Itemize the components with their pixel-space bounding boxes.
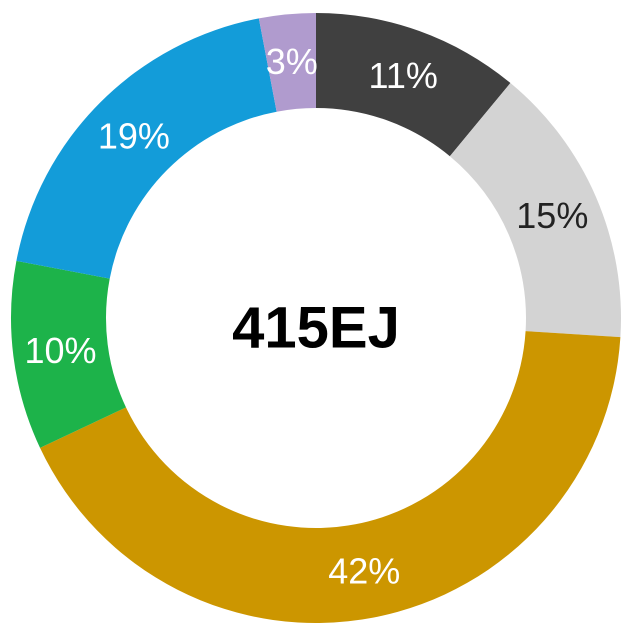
donut-segment	[40, 331, 621, 623]
data-label: 15%	[516, 195, 588, 236]
center-label: 415EJ	[232, 296, 400, 361]
donut-segment	[449, 82, 621, 338]
donut-segment	[16, 18, 277, 279]
donut-segment	[10, 260, 126, 448]
data-label: 19%	[98, 115, 170, 156]
data-label: 10%	[24, 330, 96, 371]
donut-segment	[258, 13, 316, 112]
donut-segment	[316, 13, 511, 157]
data-label: 42%	[328, 550, 400, 591]
data-label: 3%	[266, 41, 318, 82]
data-label: 11%	[369, 55, 438, 96]
